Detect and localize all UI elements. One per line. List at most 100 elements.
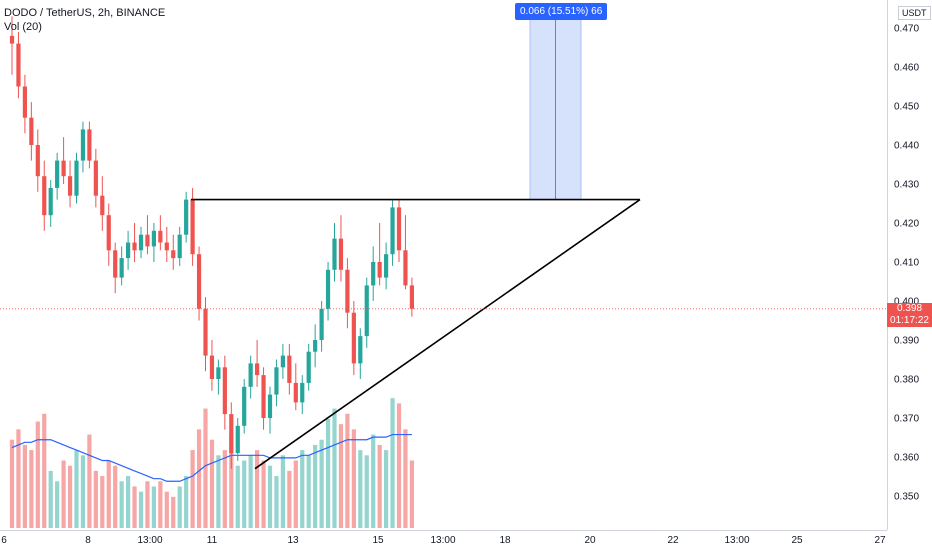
y-axis-tick-label: 0.400 bbox=[894, 297, 919, 308]
y-axis-tick-label: 0.350 bbox=[894, 492, 919, 503]
volume-bar bbox=[158, 481, 163, 528]
candle-body bbox=[87, 129, 92, 161]
candle-body bbox=[132, 242, 137, 251]
currency-unit-badge: USDT bbox=[898, 6, 931, 20]
candle-body bbox=[190, 199, 195, 255]
volume-bar bbox=[87, 434, 92, 528]
volume-bar bbox=[332, 408, 337, 528]
y-axis-tick-label: 0.410 bbox=[894, 258, 919, 269]
support-trendline bbox=[254, 198, 641, 470]
candle-body bbox=[306, 351, 311, 383]
volume-bar bbox=[319, 439, 324, 528]
chart-legend: DODO / TetherUS, 2h, BINANCE Vol (20) bbox=[4, 6, 165, 34]
y-axis-panel bbox=[887, 0, 932, 550]
volume-bar bbox=[358, 450, 363, 528]
volume-bar bbox=[371, 434, 376, 528]
volume-bar bbox=[409, 460, 414, 528]
candle-body bbox=[287, 355, 292, 383]
x-axis-tick-label: 13:00 bbox=[137, 535, 162, 546]
volume-bar bbox=[390, 398, 395, 528]
volume-bar bbox=[177, 486, 182, 528]
volume-bar bbox=[384, 450, 389, 528]
candle-body bbox=[345, 269, 350, 313]
x-axis-tick-label: 18 bbox=[499, 535, 511, 546]
candle-body bbox=[48, 187, 53, 216]
candle-body bbox=[100, 195, 105, 216]
x-axis-tick-label: 8 bbox=[85, 535, 91, 546]
volume-bar bbox=[67, 465, 73, 528]
volume-bar bbox=[132, 486, 137, 528]
y-axis-tick-label: 0.380 bbox=[894, 375, 919, 386]
volume-bar bbox=[306, 455, 311, 528]
volume-bar bbox=[29, 450, 34, 528]
x-axis-tick-label: 13 bbox=[287, 535, 299, 546]
x-axis-tick-label: 15 bbox=[372, 535, 384, 546]
volume-bar bbox=[119, 481, 124, 528]
candle-body bbox=[209, 355, 215, 379]
volume-bar bbox=[351, 429, 356, 528]
volume-bar bbox=[203, 408, 208, 528]
x-axis-tick-label: 11 bbox=[207, 535, 218, 546]
volume-bar bbox=[55, 481, 60, 528]
candle-body bbox=[113, 250, 118, 278]
volume-ma-line bbox=[11, 433, 412, 482]
y-axis-tick-label: 0.470 bbox=[894, 24, 919, 35]
candle-body bbox=[235, 425, 240, 454]
candle-body bbox=[242, 386, 247, 426]
x-axis-tick-label: 25 bbox=[791, 535, 803, 546]
candle-body bbox=[61, 160, 66, 177]
symbol-title: DODO / TetherUS, 2h, BINANCE bbox=[4, 7, 166, 19]
candle-body bbox=[184, 199, 189, 235]
x-axis-tick-label: 13:00 bbox=[724, 535, 749, 546]
volume-bar bbox=[364, 455, 369, 528]
volume-bar bbox=[196, 429, 202, 528]
candle-body bbox=[274, 367, 279, 395]
volume-bar bbox=[80, 455, 86, 528]
candle-body bbox=[119, 258, 124, 278]
volume-bar bbox=[338, 424, 344, 528]
candle-body bbox=[145, 234, 150, 247]
candle-body bbox=[338, 238, 344, 270]
x-axis-tick-label: 13:00 bbox=[430, 535, 455, 546]
volume-bar bbox=[267, 465, 273, 528]
y-axis-tick-label: 0.390 bbox=[894, 336, 919, 347]
volume-bar bbox=[396, 403, 402, 528]
y-axis-tick-label: 0.440 bbox=[894, 141, 919, 152]
candle-body bbox=[177, 234, 182, 259]
candle-body bbox=[255, 363, 260, 376]
last-price-value: 0.398 bbox=[896, 303, 923, 314]
candle-body bbox=[80, 129, 86, 161]
candle-countdown: 01:17:22 bbox=[890, 315, 929, 326]
volume-bar bbox=[345, 413, 350, 528]
volume-bar bbox=[145, 481, 150, 528]
x-axis-tick-label: 20 bbox=[584, 535, 596, 546]
candle-body bbox=[332, 238, 337, 270]
candle-body bbox=[35, 145, 40, 177]
candle-body bbox=[371, 262, 376, 286]
volume-bar bbox=[313, 444, 318, 528]
volume-bar bbox=[16, 429, 21, 528]
volume-bar bbox=[242, 460, 247, 528]
candle-body bbox=[351, 312, 356, 364]
volume-bar bbox=[184, 476, 189, 528]
volume-bar bbox=[216, 455, 221, 528]
candle-body bbox=[229, 414, 234, 454]
candle-body bbox=[222, 367, 227, 415]
candle-body bbox=[126, 242, 131, 259]
volume-bar bbox=[235, 465, 240, 528]
y-axis-tick-label: 0.370 bbox=[894, 414, 919, 425]
volume-bar bbox=[138, 491, 144, 528]
candle-body bbox=[384, 254, 389, 278]
candle-body bbox=[280, 355, 285, 368]
volume-bar bbox=[287, 470, 292, 528]
volume-bar bbox=[403, 429, 408, 528]
candle-body bbox=[196, 254, 202, 309]
x-axis-tick-label: 6 bbox=[1, 535, 7, 546]
volume-bar bbox=[325, 418, 331, 528]
volume-bar bbox=[48, 470, 53, 528]
volume-bar bbox=[274, 476, 279, 528]
volume-bar bbox=[113, 465, 118, 528]
candle-body bbox=[319, 308, 324, 340]
volume-bar bbox=[261, 460, 266, 528]
